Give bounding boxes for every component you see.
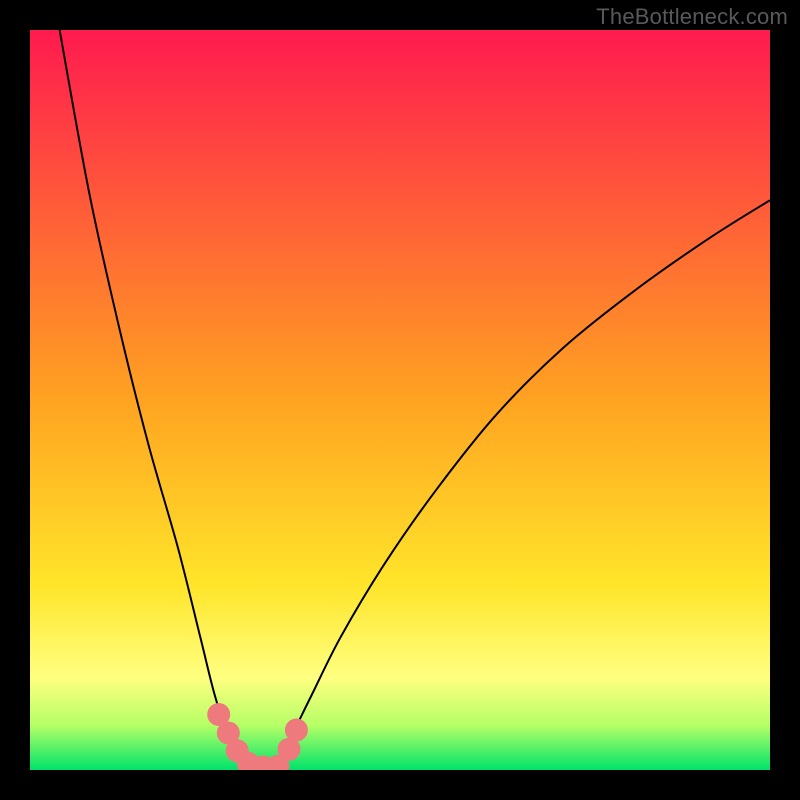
marker-dot [285, 719, 307, 741]
watermark-text: TheBottleneck.com [596, 4, 788, 30]
plot-area [30, 30, 770, 770]
plot-svg [30, 30, 770, 770]
marker-dot [278, 738, 300, 760]
gradient-background [30, 30, 770, 770]
